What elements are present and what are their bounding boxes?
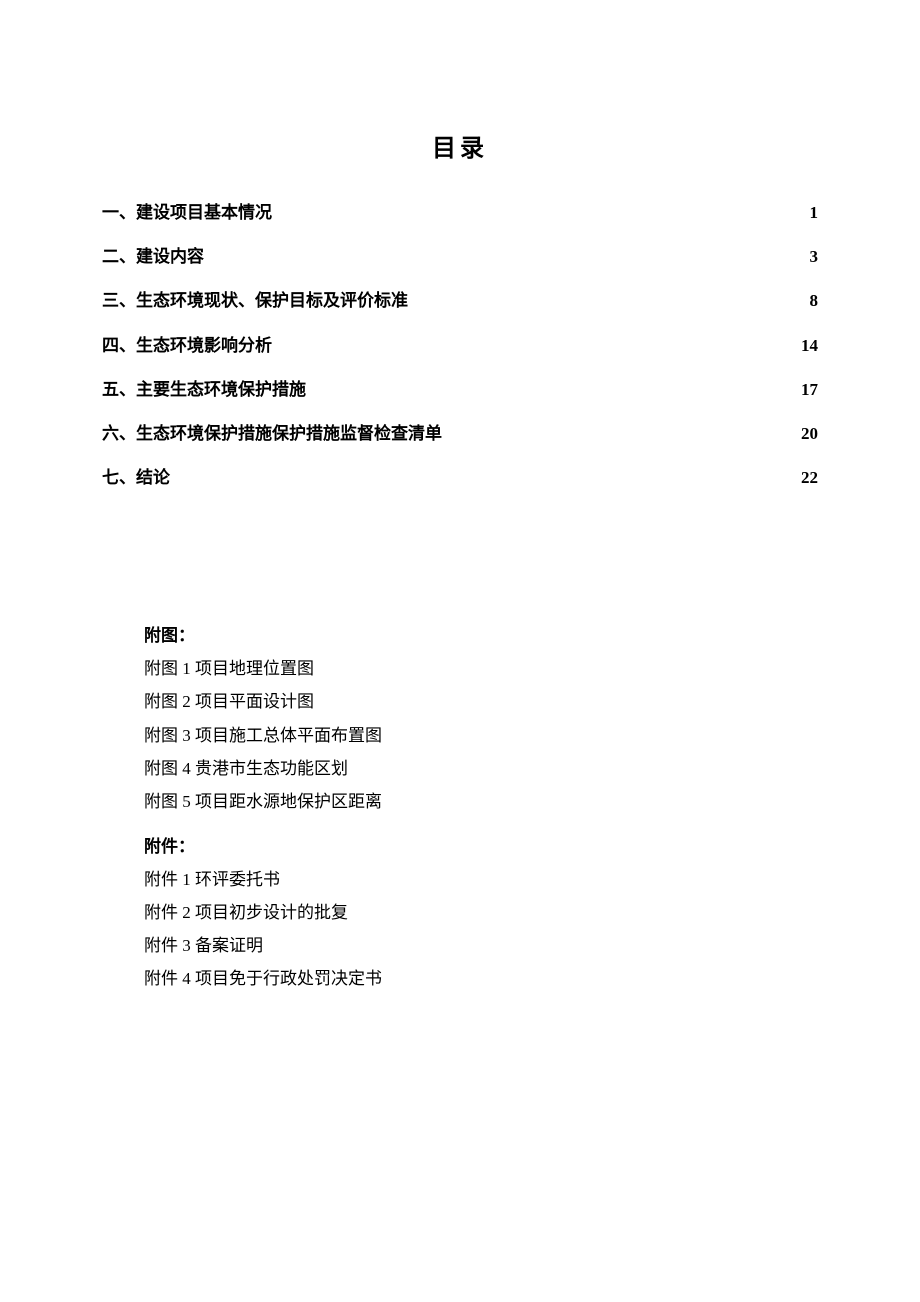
toc-entry-label: 五、主要生态环境保护措施 — [102, 376, 306, 403]
toc-entry-label: 七、结论 — [102, 464, 170, 491]
attachment-item: 附件 2 项目初步设计的批复 — [144, 896, 818, 929]
toc-entry: 五、主要生态环境保护措施 17 — [102, 376, 818, 403]
toc-entry-label: 一、建设项目基本情况 — [102, 199, 272, 226]
attachment-item: 附件 4 项目免于行政处罚决定书 — [144, 962, 818, 995]
attachments-heading: 附件： — [144, 832, 818, 857]
attachments-section: 附图： 附图 1 项目地理位置图 附图 2 项目平面设计图 附图 3 项目施工总… — [144, 621, 818, 995]
toc-entry-page: 1 — [810, 199, 819, 226]
toc-entry-page: 8 — [810, 287, 819, 314]
toc-entry-label: 三、生态环境现状、保护目标及评价标准 — [102, 287, 408, 314]
toc-entry-label: 二、建设内容 — [102, 243, 204, 270]
toc-entry: 四、生态环境影响分析 14 — [102, 332, 818, 359]
figure-item: 附图 4 贵港市生态功能区划 — [144, 752, 818, 785]
toc-entry-page: 14 — [801, 332, 818, 359]
attachments-block: 附件： 附件 1 环评委托书 附件 2 项目初步设计的批复 附件 3 备案证明 … — [144, 832, 818, 996]
toc-entry-label: 六、生态环境保护措施保护措施监督检查清单 — [102, 420, 442, 447]
attachment-item: 附件 3 备案证明 — [144, 929, 818, 962]
figures-block: 附图： 附图 1 项目地理位置图 附图 2 项目平面设计图 附图 3 项目施工总… — [144, 621, 818, 818]
figures-heading: 附图： — [144, 621, 818, 646]
toc-entry: 一、建设项目基本情况 1 — [102, 199, 818, 226]
toc-entry: 六、生态环境保护措施保护措施监督检查清单 20 — [102, 420, 818, 447]
toc-list: 一、建设项目基本情况 1 二、建设内容 3 三、生态环境现状、保护目标及评价标准… — [102, 199, 818, 491]
figure-item: 附图 3 项目施工总体平面布置图 — [144, 719, 818, 752]
toc-entry-label: 四、生态环境影响分析 — [102, 332, 272, 359]
toc-entry-page: 22 — [801, 464, 818, 491]
figure-item: 附图 2 项目平面设计图 — [144, 685, 818, 718]
toc-entry: 七、结论 22 — [102, 464, 818, 491]
attachment-item: 附件 1 环评委托书 — [144, 863, 818, 896]
toc-entry: 三、生态环境现状、保护目标及评价标准 8 — [102, 287, 818, 314]
toc-entry-page: 17 — [801, 376, 818, 403]
toc-entry-page: 20 — [801, 420, 818, 447]
figure-item: 附图 5 项目距水源地保护区距离 — [144, 785, 818, 818]
toc-entry: 二、建设内容 3 — [102, 243, 818, 270]
toc-title: 目录 — [102, 128, 818, 163]
figure-item: 附图 1 项目地理位置图 — [144, 652, 818, 685]
toc-entry-page: 3 — [810, 243, 819, 270]
